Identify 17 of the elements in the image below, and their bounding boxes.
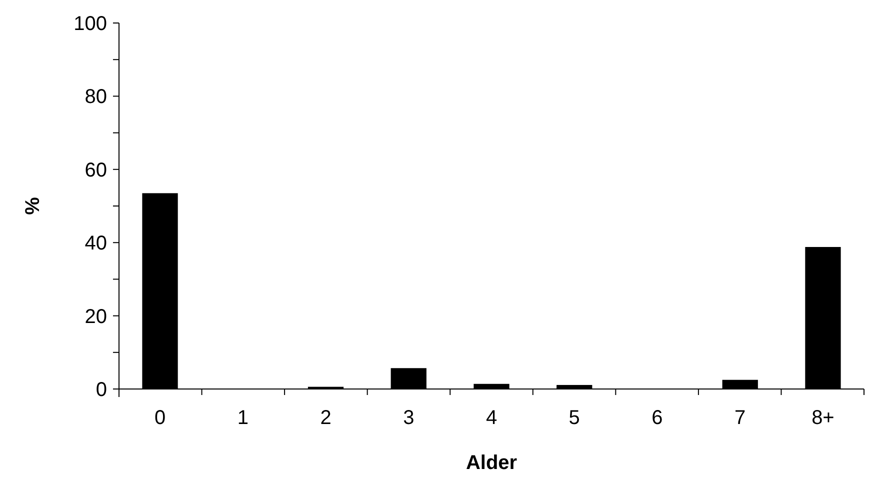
x-tick-label: 0: [154, 407, 166, 429]
y-tick-label: 60: [84, 159, 107, 182]
x-tick-label: 8+: [812, 407, 834, 429]
x-tick-label: 2: [320, 407, 332, 429]
x-tick-label: 3: [403, 407, 414, 429]
x-axis-title: Alder: [466, 452, 518, 474]
x-tick-label: 1: [237, 407, 248, 429]
y-tick-label: 0: [96, 379, 107, 401]
y-axis-title: %: [22, 196, 44, 215]
x-tick-label: 7: [734, 407, 746, 429]
y-tick-label: 40: [84, 232, 107, 255]
y-tick-label: 100: [74, 13, 107, 35]
y-tick-label: 80: [84, 86, 107, 108]
x-tick-label: 4: [486, 407, 498, 429]
x-tick-label: 6: [652, 407, 663, 429]
x-tick-label: 5: [568, 407, 580, 429]
y-tick-label: 20: [84, 306, 107, 328]
